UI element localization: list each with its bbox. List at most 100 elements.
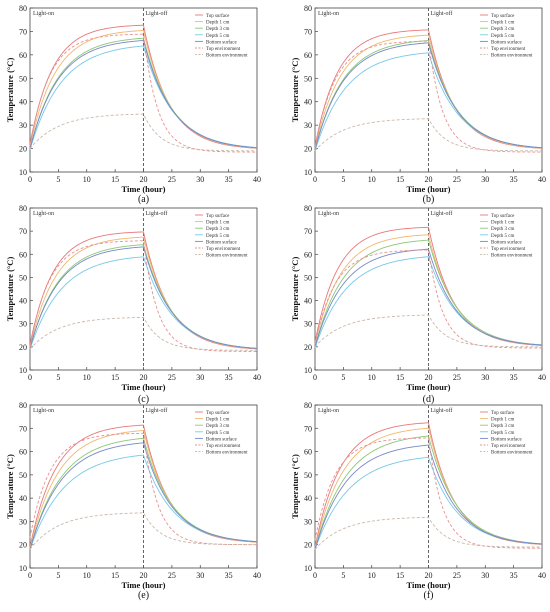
light-on-label: Light-on: [318, 211, 339, 217]
series-line-bottom-environment: [29, 113, 258, 152]
x-tick-label: 40: [253, 175, 261, 184]
y-tick-label: 30: [19, 121, 27, 130]
series-line-bottom-surface: [29, 39, 258, 149]
light-on-label: Light-on: [318, 11, 339, 17]
x-tick-label: 40: [253, 373, 261, 382]
chart-panel-c: 0 5 10 15 20 25 30 35 40 10 20 30 40 50 60 70 80 Time (ho…: [5, 204, 261, 405]
x-tick-label: 15: [111, 175, 119, 184]
legend-entry: Bottom surface: [206, 40, 237, 45]
y-tick-label: 40: [19, 494, 27, 503]
series-line-bottom-surface: [314, 444, 543, 550]
x-axis-title: Time (hour): [407, 382, 451, 392]
x-tick-label: 30: [481, 175, 489, 184]
x-axis-title: Time (hour): [407, 184, 451, 194]
x-tick-label: 40: [538, 175, 546, 184]
series-line-bottom-surface: [314, 248, 543, 347]
light-off-label: Light-off: [431, 10, 453, 17]
x-tick-label: 35: [510, 373, 518, 382]
y-tick-label: 50: [304, 273, 312, 282]
x-axis-title: Time (hour): [407, 580, 451, 590]
legend-entry: Depth 3 cm: [206, 27, 229, 32]
legend-entry: Depth 3 cm: [206, 227, 229, 232]
x-tick-label: 10: [83, 373, 91, 382]
x-tick-label: 5: [341, 571, 345, 580]
y-tick-label: 40: [304, 494, 312, 503]
light-off-label: Light-off: [431, 210, 453, 217]
legend-entry: Depth 5 cm: [206, 234, 229, 239]
x-tick-label: 10: [368, 373, 376, 382]
y-tick-label: 10: [304, 168, 312, 177]
legend-entry: Depth 1 cm: [206, 221, 229, 226]
chart-panel-b: 0 5 10 15 20 25 30 35 40 10 20 30 40 50 60 70 80 Time (ho…: [290, 4, 546, 205]
light-on-label: Light-on: [33, 11, 54, 17]
y-tick-label: 10: [304, 564, 312, 573]
y-tick-label: 30: [304, 320, 312, 329]
y-tick-label: 80: [19, 4, 27, 13]
legend-entry: Depth 5 cm: [206, 431, 229, 436]
legend-entry: Bottom environment: [491, 54, 533, 59]
y-axis-title: Temperature (°C): [290, 454, 300, 519]
series-line-top-environment: [314, 437, 542, 549]
y-axis-title: Temperature (°C): [5, 454, 15, 519]
chart-panel-d: 0 5 10 15 20 25 30 35 40 10 20 30 40 50 60 70 80 Time (ho…: [290, 204, 546, 405]
y-tick-label: 60: [304, 250, 312, 259]
x-tick-label: 40: [538, 571, 546, 580]
panel-caption: (d): [423, 394, 435, 405]
y-axis-title: Temperature (°C): [5, 58, 15, 123]
legend-entry: Depth 5 cm: [206, 34, 229, 39]
y-tick-label: 70: [304, 424, 312, 433]
y-tick-label: 10: [19, 168, 27, 177]
legend-entry: Bottom environment: [206, 254, 248, 259]
legend-entry: Depth 5 cm: [491, 431, 514, 436]
legend-entry: Top surface: [491, 411, 515, 416]
x-axis-title: Time (hour): [122, 184, 166, 194]
y-tick-label: 70: [19, 424, 27, 433]
panel-caption: (c): [138, 394, 149, 405]
y-tick-label: 60: [19, 250, 27, 259]
series-line-top-environment: [314, 249, 542, 349]
y-tick-label: 50: [304, 74, 312, 83]
x-tick-label: 25: [453, 175, 461, 184]
y-tick-label: 70: [19, 227, 27, 236]
legend-entry: Bottom surface: [206, 240, 237, 245]
y-tick-label: 70: [304, 227, 312, 236]
x-tick-label: 35: [225, 175, 233, 184]
y-tick-label: 60: [304, 51, 312, 60]
legend-entry: Top surface: [206, 214, 230, 219]
x-tick-label: 5: [56, 571, 60, 580]
chart-panel-f: 0 5 10 15 20 25 30 35 40 10 20 30 40 50 60 70 80 Time (ho…: [290, 401, 546, 601]
x-tick-label: 0: [28, 373, 32, 382]
x-tick-label: 30: [481, 373, 489, 382]
x-tick-label: 20: [140, 175, 148, 184]
y-tick-label: 30: [304, 517, 312, 526]
x-axis-title: Time (hour): [122, 580, 166, 590]
series-line-top-environment: [29, 240, 258, 352]
x-tick-label: 30: [481, 571, 489, 580]
y-tick-label: 70: [304, 27, 312, 36]
x-tick-label: 30: [196, 373, 204, 382]
series-line-top-surface: [29, 24, 258, 149]
x-tick-label: 5: [56, 175, 60, 184]
x-tick-label: 0: [313, 373, 317, 382]
y-axis-title: Temperature (°C): [5, 257, 15, 322]
light-off-label: Light-off: [146, 210, 168, 217]
y-tick-label: 50: [19, 471, 27, 480]
y-tick-label: 40: [304, 98, 312, 107]
series-line-depth-1-cm: [29, 236, 258, 350]
series-line-top-surface: [314, 29, 543, 149]
series-line-depth-3-cm: [314, 435, 543, 550]
y-tick-label: 80: [304, 204, 312, 213]
y-tick-label: 60: [19, 448, 27, 457]
y-tick-label: 20: [19, 541, 27, 550]
x-tick-label: 20: [140, 373, 148, 382]
x-tick-label: 25: [453, 373, 461, 382]
x-tick-label: 15: [396, 373, 404, 382]
x-tick-label: 0: [28, 175, 32, 184]
x-tick-label: 25: [168, 373, 176, 382]
x-tick-label: 5: [341, 175, 345, 184]
y-axis-title: Temperature (°C): [290, 58, 300, 123]
x-tick-label: 20: [425, 175, 433, 184]
panel-caption: (a): [138, 194, 149, 205]
